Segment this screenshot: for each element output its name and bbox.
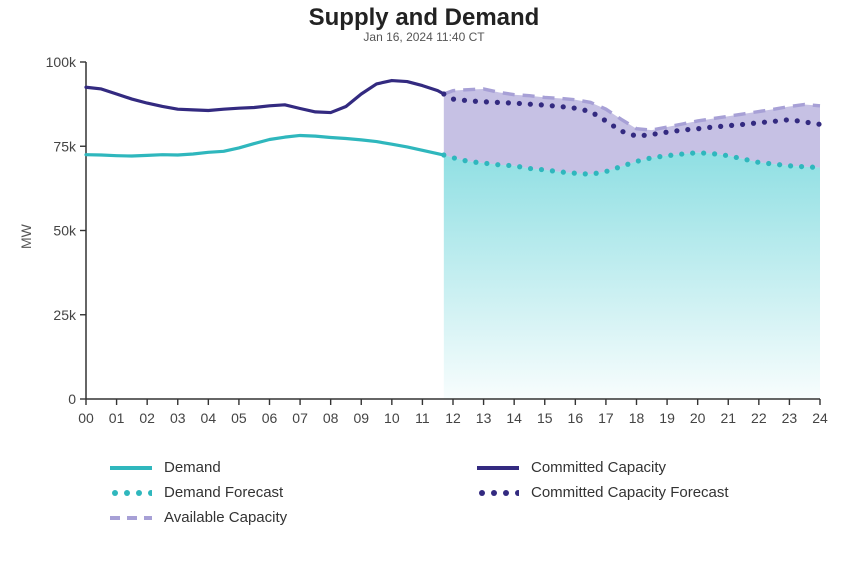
x-tick-label: 24	[812, 410, 828, 426]
legend-label: Demand Forecast	[164, 484, 283, 501]
y-tick-label: 50k	[53, 223, 77, 239]
legend-swatch	[110, 486, 152, 500]
demand-forecast-area	[444, 153, 820, 399]
legend-swatch	[110, 511, 152, 525]
x-tick-label: 00	[78, 410, 94, 426]
y-tick-label: 25k	[53, 307, 77, 323]
x-tick-label: 06	[262, 410, 278, 426]
x-tick-label: 10	[384, 410, 400, 426]
x-tick-label: 11	[415, 410, 430, 426]
x-tick-label: 16	[568, 410, 584, 426]
legend-item-demand: Demand	[110, 459, 453, 476]
legend-label: Committed Capacity	[531, 459, 666, 476]
x-tick-label: 05	[231, 410, 247, 426]
x-tick-label: 21	[720, 410, 736, 426]
x-tick-label: 09	[353, 410, 369, 426]
x-tick-label: 14	[506, 410, 522, 426]
x-tick-label: 12	[445, 410, 461, 426]
legend-item-available: Available Capacity	[110, 509, 453, 526]
x-tick-label: 18	[629, 410, 645, 426]
x-tick-label: 04	[201, 410, 217, 426]
legend-label: Committed Capacity Forecast	[531, 484, 729, 501]
legend-label: Available Capacity	[164, 509, 287, 526]
demand-line	[86, 135, 444, 156]
legend-item-committed-forecast: Committed Capacity Forecast	[477, 484, 820, 501]
x-tick-label: 03	[170, 410, 186, 426]
x-tick-label: 23	[782, 410, 798, 426]
y-tick-label: 100k	[46, 54, 77, 70]
legend-swatch	[110, 461, 152, 475]
x-tick-label: 22	[751, 410, 767, 426]
committed-forecast-area	[444, 89, 820, 174]
x-tick-label: 20	[690, 410, 706, 426]
x-tick-label: 19	[659, 410, 675, 426]
y-tick-label: 75k	[53, 138, 77, 154]
x-tick-label: 01	[109, 410, 125, 426]
legend-swatch	[477, 486, 519, 500]
legend-label: Demand	[164, 459, 221, 476]
chart-container: Supply and Demand Jan 16, 2024 11:40 CT …	[0, 4, 848, 569]
y-tick-label: 0	[68, 391, 76, 407]
legend-item-committed: Committed Capacity	[477, 459, 820, 476]
legend: Demand Committed Capacity Demand Forecast C…	[110, 459, 820, 526]
x-tick-label: 15	[537, 410, 553, 426]
x-tick-label: 13	[476, 410, 492, 426]
legend-item-demand-forecast: Demand Forecast	[110, 484, 453, 501]
x-tick-label: 17	[598, 410, 614, 426]
x-tick-label: 02	[139, 410, 155, 426]
committed-line	[86, 81, 444, 113]
legend-swatch	[477, 461, 519, 475]
x-tick-label: 07	[292, 410, 308, 426]
x-tick-label: 08	[323, 410, 339, 426]
